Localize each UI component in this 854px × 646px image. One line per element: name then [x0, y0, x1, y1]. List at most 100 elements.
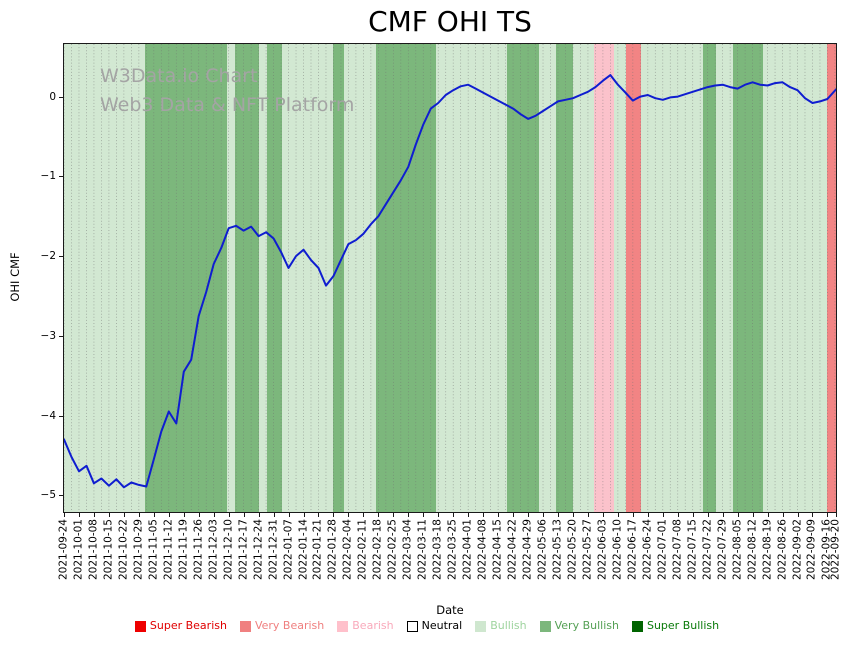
band-bullish: [763, 44, 828, 512]
y-tick-label: −3: [40, 329, 56, 342]
x-tick-mark: [602, 513, 604, 517]
x-tick-label: 2021-11-05: [147, 519, 160, 581]
x-tick-mark: [513, 513, 515, 517]
legend-label-super-bearish: Super Bearish: [149, 619, 227, 632]
x-tick-label: 2022-02-04: [341, 519, 354, 581]
x-tick-mark: [438, 513, 440, 517]
band-very_bullish: [703, 44, 717, 512]
cmf-line: [64, 74, 836, 489]
legend-label-very-bearish: Very Bearish: [254, 619, 325, 632]
band-very_bullish: [235, 44, 259, 512]
x-tick-label: 2022-07-01: [656, 519, 669, 581]
x-tick-label: 2021-12-24: [252, 519, 265, 581]
x-tick-mark: [677, 513, 679, 517]
x-tick-mark: [528, 513, 530, 517]
watermark-line2: Web3 Data & NFT Platform: [100, 94, 355, 116]
x-tick-label: 2021-09-24: [57, 519, 70, 581]
legend-label-neutral: Neutral: [421, 619, 463, 632]
chart-title: CMF OHI TS: [368, 5, 532, 38]
band-very_bullish: [555, 44, 573, 512]
x-tick-label: 2022-02-11: [356, 519, 369, 581]
x-tick-label: 2022-06-10: [611, 519, 624, 581]
x-tick-label: 2022-05-20: [566, 519, 579, 581]
x-tick-label: 2021-10-29: [132, 519, 145, 581]
x-tick-mark: [78, 513, 80, 517]
band-very_bullish: [376, 44, 437, 512]
x-tick-mark: [288, 513, 290, 517]
y-tick-mark: [59, 96, 63, 98]
x-tick-label: 2022-09-20: [829, 519, 842, 581]
band-very_bullish: [267, 44, 283, 512]
legend-item-very-bullish: Very Bullish: [539, 619, 619, 633]
band-very_bearish: [827, 44, 836, 512]
x-tick-mark: [557, 513, 559, 517]
x-tick-mark: [483, 513, 485, 517]
y-tick-mark: [59, 415, 63, 417]
x-tick-label: 2022-04-29: [521, 519, 534, 581]
band-bullish: [258, 44, 268, 512]
legend-swatch-super-bearish: [134, 620, 146, 632]
x-tick-label: 2022-04-15: [491, 519, 504, 581]
x-tick-mark: [722, 513, 724, 517]
y-tick-mark: [59, 495, 63, 497]
y-axis-label: OHI CMF: [8, 252, 22, 302]
x-tick-mark: [183, 513, 185, 517]
x-tick-label: 2022-09-09: [805, 519, 818, 581]
legend-swatch-super-bullish: [631, 620, 643, 632]
x-tick-mark: [138, 513, 140, 517]
band-very_bearish: [626, 44, 642, 512]
x-tick-label: 2022-03-25: [446, 519, 459, 581]
x-tick-mark: [213, 513, 215, 517]
x-tick-label: 2022-04-22: [506, 519, 519, 581]
x-tick-mark: [123, 513, 125, 517]
legend-swatch-very-bullish: [539, 620, 551, 632]
legend-swatch-bearish: [337, 620, 349, 632]
legend-item-super-bullish: Super Bullish: [631, 619, 719, 633]
x-tick-mark: [333, 513, 335, 517]
x-tick-mark: [617, 513, 619, 517]
y-tick-mark: [59, 176, 63, 178]
band-bearish: [594, 44, 614, 512]
legend-swatch-bullish: [475, 620, 487, 632]
y-tick-label: −2: [40, 250, 56, 263]
legend-item-neutral: Neutral: [406, 619, 463, 633]
x-tick-label: 2022-01-28: [326, 519, 339, 581]
x-tick-label: 2022-09-02: [791, 519, 803, 581]
x-tick-label: 2022-06-24: [641, 519, 654, 581]
x-tick-mark: [363, 513, 365, 517]
x-tick-mark: [468, 513, 470, 517]
x-tick-label: 2022-08-12: [746, 519, 759, 581]
y-tick-mark: [59, 256, 63, 258]
x-tick-label: 2022-01-07: [282, 519, 295, 581]
x-tick-label: 2021-12-17: [237, 519, 250, 581]
x-tick-mark: [647, 513, 649, 517]
x-tick-label: 2021-11-19: [177, 519, 190, 581]
y-tick-label: −5: [40, 489, 56, 502]
band-bullish: [282, 44, 334, 512]
x-tick-mark: [453, 513, 455, 517]
x-tick-mark: [64, 513, 65, 517]
x-tick-label: 2022-08-26: [776, 519, 789, 581]
legend-label-very-bullish: Very Bullish: [554, 619, 619, 632]
band-bullish: [226, 44, 236, 512]
legend-item-super-bearish: Super Bearish: [134, 619, 227, 633]
x-tick-mark: [836, 513, 837, 517]
legend-item-very-bearish: Very Bearish: [239, 619, 325, 633]
y-tick-label: −4: [40, 409, 56, 422]
x-tick-label: 2022-07-22: [701, 519, 714, 581]
x-tick-label: 2022-08-19: [761, 519, 774, 581]
band-very_bullish: [733, 44, 764, 512]
x-tick-mark: [258, 513, 260, 517]
x-tick-mark: [393, 513, 395, 517]
x-tick-mark: [782, 513, 784, 517]
x-tick-label: 2021-10-15: [102, 519, 115, 581]
x-tick-label: 2021-10-08: [87, 519, 100, 581]
x-tick-mark: [827, 513, 829, 517]
legend: Super Bearish Very Bearish Bearish Neutral B…: [0, 619, 854, 633]
x-tick-label: 2021-10-22: [117, 519, 130, 581]
x-tick-mark: [318, 513, 320, 517]
band-bullish: [436, 44, 507, 512]
x-tick-mark: [737, 513, 739, 517]
x-tick-mark: [93, 513, 95, 517]
x-tick-label: 2022-05-27: [581, 519, 594, 581]
